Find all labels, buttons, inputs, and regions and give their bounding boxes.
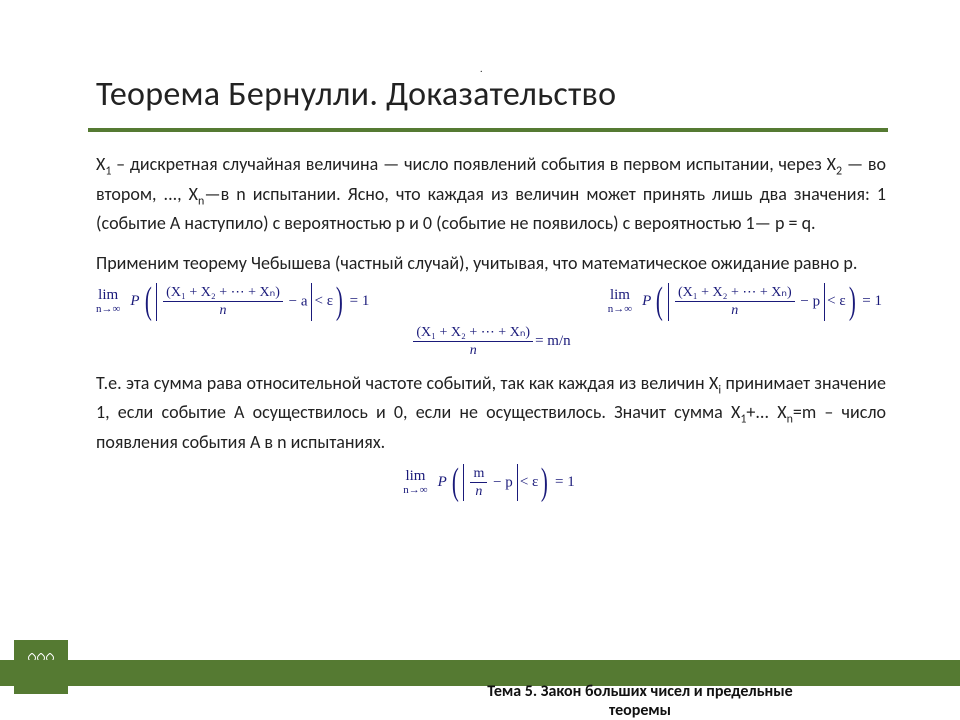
f1-P: P [130,289,139,314]
formulas-row: lim n→∞ P ( (X₁ + X₂ + ⋯ + Xₙ) n − a < ε… [96,283,886,321]
lim4-bot: n→∞ [403,485,427,497]
p3-e: +... X [746,401,786,423]
formula-2: lim n→∞ P ( (X₁ + X₂ + ⋯ + Xₙ) n − p < ε… [608,283,886,321]
lim-1: lim n→∞ [96,288,120,315]
slide-title: Теорема Бернулли. Доказательство [96,74,616,115]
lim2-top: lim [610,288,630,304]
lim2-bot: n→∞ [608,304,632,316]
lim-2: lim n→∞ [608,288,632,315]
f2-frac: (X₁ + X₂ + ⋯ + Xₙ) n [675,285,795,319]
f4-lparen: ( [452,463,459,501]
f4-paren: ( m n − p < ε ) [449,464,551,502]
f2-lparen: ( [656,282,663,320]
footer-line-1: Тема 5. Закон больших чисел и предельные [487,682,792,701]
f2-num: (X₁ + X₂ + ⋯ + Xₙ) [675,285,795,302]
f2-paren: ( (X₁ + X₂ + ⋯ + Xₙ) n − p < ε ) [653,283,858,321]
f4-n: n [472,483,485,499]
f2-P: P [642,289,651,314]
footer-line-2: теоремы [609,701,671,720]
content-area: X1 – дискретная случайная величина — чис… [96,150,886,502]
p1-a: X [96,153,105,175]
f3-rhs: = m/n [535,329,571,354]
lim1-top: lim [98,288,118,304]
p1-c: – дискретная случайная величина — число … [111,153,836,175]
f4-abs: m n − p [463,464,517,502]
formula-4: lim n→∞ P ( m n − p < ε ) [403,464,578,502]
lim1-bot: n→∞ [96,304,120,316]
p3-a: Т.е. эта сумма рава относительной частот… [96,372,718,394]
f4-lt-eps: < ε [520,470,539,495]
f1-lt-eps: < ε [314,289,333,314]
formula-3: (X₁ + X₂ + ⋯ + Xₙ) n = m/n [96,325,886,359]
f4-frac: m n [470,466,487,500]
footer-text: Тема 5. Закон больших чисел и предельные… [380,682,900,720]
paragraph-1: X1 – дискретная случайная величина — чис… [96,150,886,239]
formula-1: lim n→∞ P ( (X₁ + X₂ + ⋯ + Xₙ) n − a < ε… [96,283,373,321]
lim4-top: lim [405,469,425,485]
paragraph-2: Применим теорему Чебышева (частный случа… [96,249,886,279]
f1-den: n [217,302,230,318]
paragraph-3: Т.е. эта сумма рава относительной частот… [96,369,886,458]
f1-lparen: ( [144,282,151,320]
f4-minus-p: − p [493,474,513,490]
f1-abs: (X₁ + X₂ + ⋯ + Xₙ) n − a [156,283,312,321]
lim-4: lim n→∞ [403,469,427,496]
f1-rparen: ) [336,282,343,320]
slide: . Теорема Бернулли. Доказательство X1 – … [0,0,960,720]
f2-rparen: ) [848,282,855,320]
formula-3-wrap: (X₁ + X₂ + ⋯ + Xₙ) n = m/n [96,325,886,359]
f2-minus-p: − p [800,293,820,309]
f4-P: P [438,470,447,495]
f1-eq: = 1 [350,289,370,314]
f2-lt-eps: < ε [827,289,846,314]
f2-den: n [728,302,741,318]
f2-abs: (X₁ + X₂ + ⋯ + Xₙ) n − p [668,283,825,321]
f3-den: n [467,342,480,358]
f4-rparen: ) [541,463,548,501]
formula-4-wrap: lim n→∞ P ( m n − p < ε ) [96,464,886,502]
f4-m: m [470,466,487,483]
f1-frac: (X₁ + X₂ + ⋯ + Xₙ) n [163,285,283,319]
f4-eq: = 1 [555,470,575,495]
f3-num: (X₁ + X₂ + ⋯ + Xₙ) [413,325,533,342]
title-rule [88,128,888,132]
f1-paren: ( (X₁ + X₂ + ⋯ + Xₙ) n − a < ε ) [142,283,346,321]
f2-eq: = 1 [862,289,882,314]
p1-g: —в n испытании. Ясно, что каждая из вели… [96,183,886,235]
f3-frac: (X₁ + X₂ + ⋯ + Xₙ) n [413,325,533,359]
f1-num: (X₁ + X₂ + ⋯ + Xₙ) [163,285,283,302]
f1-minus-a: − a [289,293,308,309]
